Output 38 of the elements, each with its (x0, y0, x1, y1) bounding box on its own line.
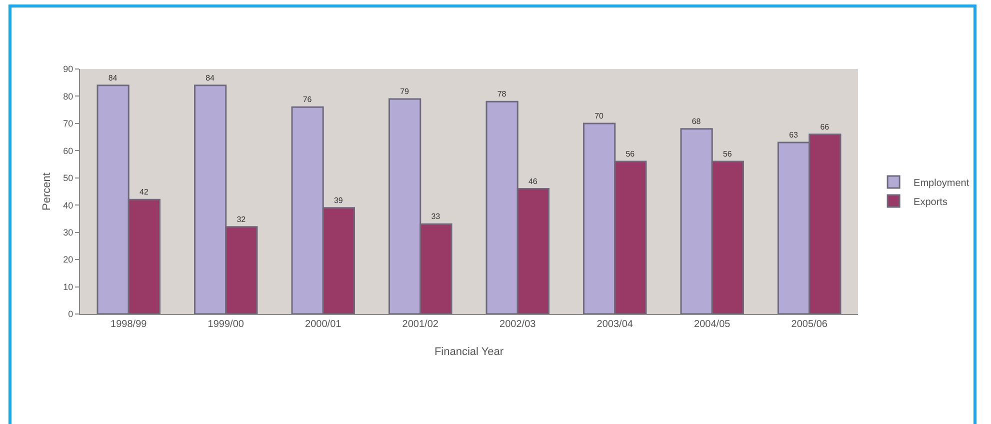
legend-label: Employment (914, 178, 970, 189)
x-axis-title: Financial Year (434, 346, 504, 358)
y-tick-label: 90 (63, 64, 74, 74)
data-label: 33 (431, 212, 441, 222)
x-tick-label: 2003/04 (596, 319, 634, 330)
y-tick-label: 50 (63, 173, 74, 184)
y-tick-label: 80 (63, 91, 74, 102)
x-tick-label: 1998/99 (110, 319, 148, 330)
x-tick-label: 2004/05 (694, 319, 731, 330)
y-tick-label: 10 (63, 282, 74, 292)
data-label: 56 (722, 150, 732, 159)
data-label: 39 (334, 196, 344, 205)
y-tick-label: 20 (63, 254, 74, 265)
data-label: 79 (400, 86, 410, 96)
data-label: 68 (692, 116, 702, 126)
y-axis-title: Percent (40, 172, 53, 210)
data-label: 78 (497, 90, 507, 99)
legend-label: Exports (914, 196, 948, 208)
data-label: 66 (820, 122, 830, 132)
x-tick-label: 2000/01 (305, 319, 342, 330)
data-label: 32 (236, 214, 246, 224)
data-label: 70 (594, 111, 604, 120)
x-tick-label: 2005/06 (791, 319, 828, 330)
data-label: 84 (206, 73, 216, 82)
x-tick-label: 2002/03 (500, 319, 536, 330)
x-tick-label: 2001/02 (402, 319, 439, 330)
data-label: 76 (302, 95, 312, 104)
y-tick-label: 70 (63, 118, 74, 129)
data-label: 46 (528, 176, 538, 186)
y-tick-label: 40 (63, 200, 74, 210)
data-label: 84 (108, 73, 118, 82)
y-tick-label: 0 (68, 309, 74, 320)
y-tick-label: 30 (63, 227, 74, 238)
data-label: 56 (626, 150, 636, 159)
x-tick-label: 1999/00 (208, 319, 244, 330)
data-label: 42 (139, 188, 149, 197)
y-tick-label: 60 (63, 146, 74, 156)
data-label: 63 (789, 130, 799, 140)
